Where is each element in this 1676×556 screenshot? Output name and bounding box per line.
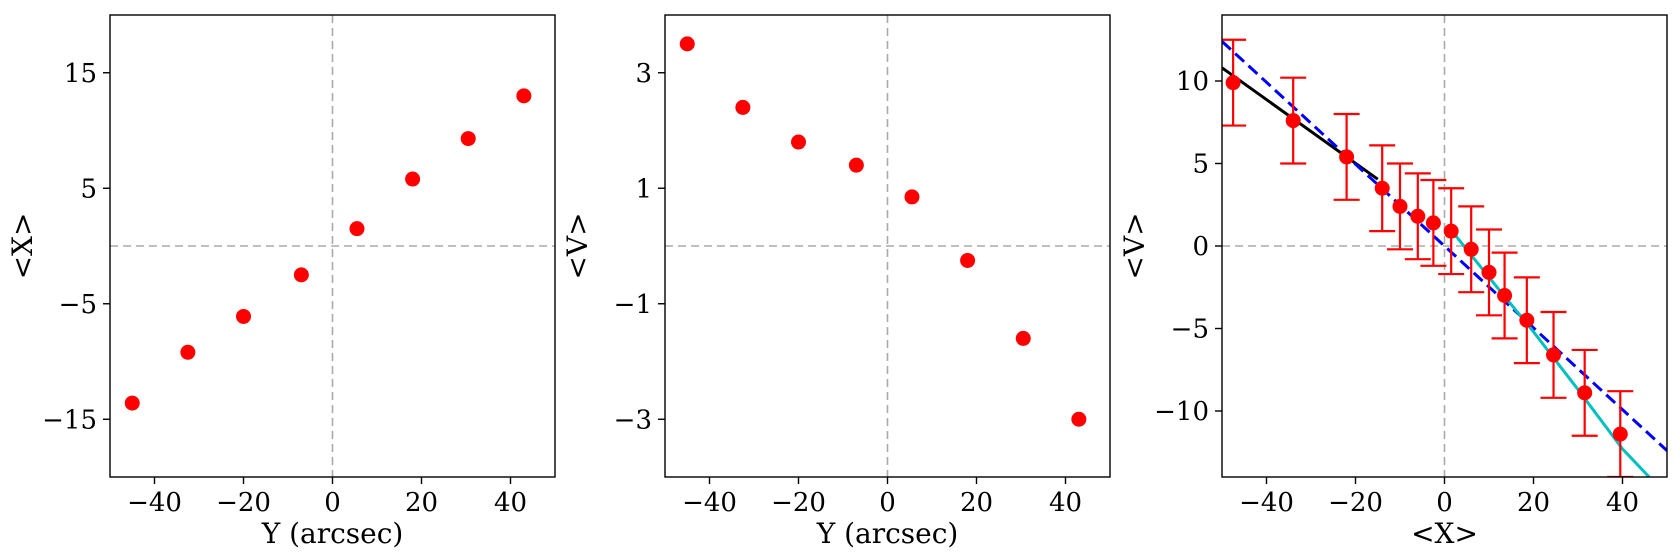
data-point	[124, 395, 140, 411]
panel-v-vs-x: −40 −20 0 20 40 −10 −5 0 5 10 <X> <V>	[1118, 14, 1668, 550]
y-tick-label: −15	[42, 405, 97, 435]
data-point	[1497, 288, 1513, 303]
data-point	[791, 134, 806, 150]
data-point	[1392, 198, 1408, 214]
x-axis-label: Y (arcsec)	[816, 517, 959, 550]
y-tick-label: −1	[614, 290, 652, 320]
data-point	[349, 221, 365, 237]
panel-x-vs-y: −40 −20 0 20 40 −15 −5 5 15 Y (arcsec) <X>	[6, 14, 556, 550]
data-point	[1410, 208, 1426, 224]
data-point	[1612, 426, 1628, 442]
x-tick-label: 20	[960, 488, 993, 518]
x-tick-label: 0	[1436, 488, 1453, 518]
y-tick-label: 15	[64, 59, 97, 89]
data-point	[1015, 330, 1031, 346]
x-tick-label: 20	[405, 488, 438, 518]
data-point	[1071, 411, 1087, 427]
y-tick-label: 1	[635, 174, 652, 204]
panel-v-vs-y: −40 −20 0 20 40 −3 −1 1 3 Y (arcsec) <V>	[561, 14, 1111, 550]
data-point	[1285, 113, 1301, 129]
data-point	[460, 131, 476, 147]
y-tick-label: −10	[1154, 397, 1209, 427]
x-tick-label: −40	[682, 488, 737, 518]
y-tick-label: −3	[614, 405, 652, 435]
y-tick-label: 10	[1176, 67, 1209, 97]
plot-area	[1222, 38, 1667, 477]
data-point	[180, 344, 196, 360]
data-point	[1481, 264, 1497, 280]
data-point	[1577, 385, 1593, 401]
x-tick-label: 40	[494, 488, 527, 518]
y-axis-label: <V>	[1118, 212, 1151, 279]
x-tick-label: −40	[127, 488, 182, 518]
x-tick-label: −20	[1328, 488, 1383, 518]
data-point	[1425, 215, 1441, 231]
x-tick-label: 40	[1606, 488, 1639, 518]
data-point	[1443, 223, 1459, 239]
x-axis-label: <X>	[1411, 517, 1478, 550]
y-tick-label: 0	[1192, 232, 1209, 262]
y-tick-label: 5	[80, 174, 97, 204]
data-point	[516, 88, 532, 104]
data-point	[405, 171, 421, 187]
data-point	[679, 36, 695, 52]
data-point	[904, 189, 920, 205]
data-point	[1463, 241, 1479, 257]
data-point	[236, 308, 251, 324]
x-tick-label: 20	[1517, 488, 1550, 518]
data-point	[293, 267, 309, 283]
x-tick-label: −20	[771, 488, 826, 518]
plot-area	[679, 36, 1087, 427]
y-tick-label: −5	[1171, 315, 1209, 345]
x-axis-label: Y (arcsec)	[261, 517, 404, 550]
x-tick-label: −20	[216, 488, 271, 518]
data-point	[1546, 347, 1562, 363]
data-point	[735, 99, 751, 115]
y-tick-label: −5	[59, 290, 97, 320]
data-point	[1519, 312, 1535, 328]
plot-area	[124, 88, 532, 411]
y-axis-label: <V>	[561, 212, 594, 279]
y-tick-label: 5	[1192, 150, 1209, 180]
y-tick-label: 3	[635, 59, 652, 89]
x-tick-label: 0	[879, 488, 896, 518]
data-point	[1374, 180, 1390, 196]
data-point	[960, 252, 976, 268]
x-tick-label: 0	[324, 488, 341, 518]
x-tick-label: −40	[1239, 488, 1294, 518]
y-axis-label: <X>	[6, 213, 39, 280]
x-tick-label: 40	[1049, 488, 1082, 518]
data-point	[1339, 149, 1355, 165]
data-point	[1225, 75, 1241, 91]
data-point	[848, 157, 864, 173]
fit-line-blue	[1222, 40, 1667, 452]
